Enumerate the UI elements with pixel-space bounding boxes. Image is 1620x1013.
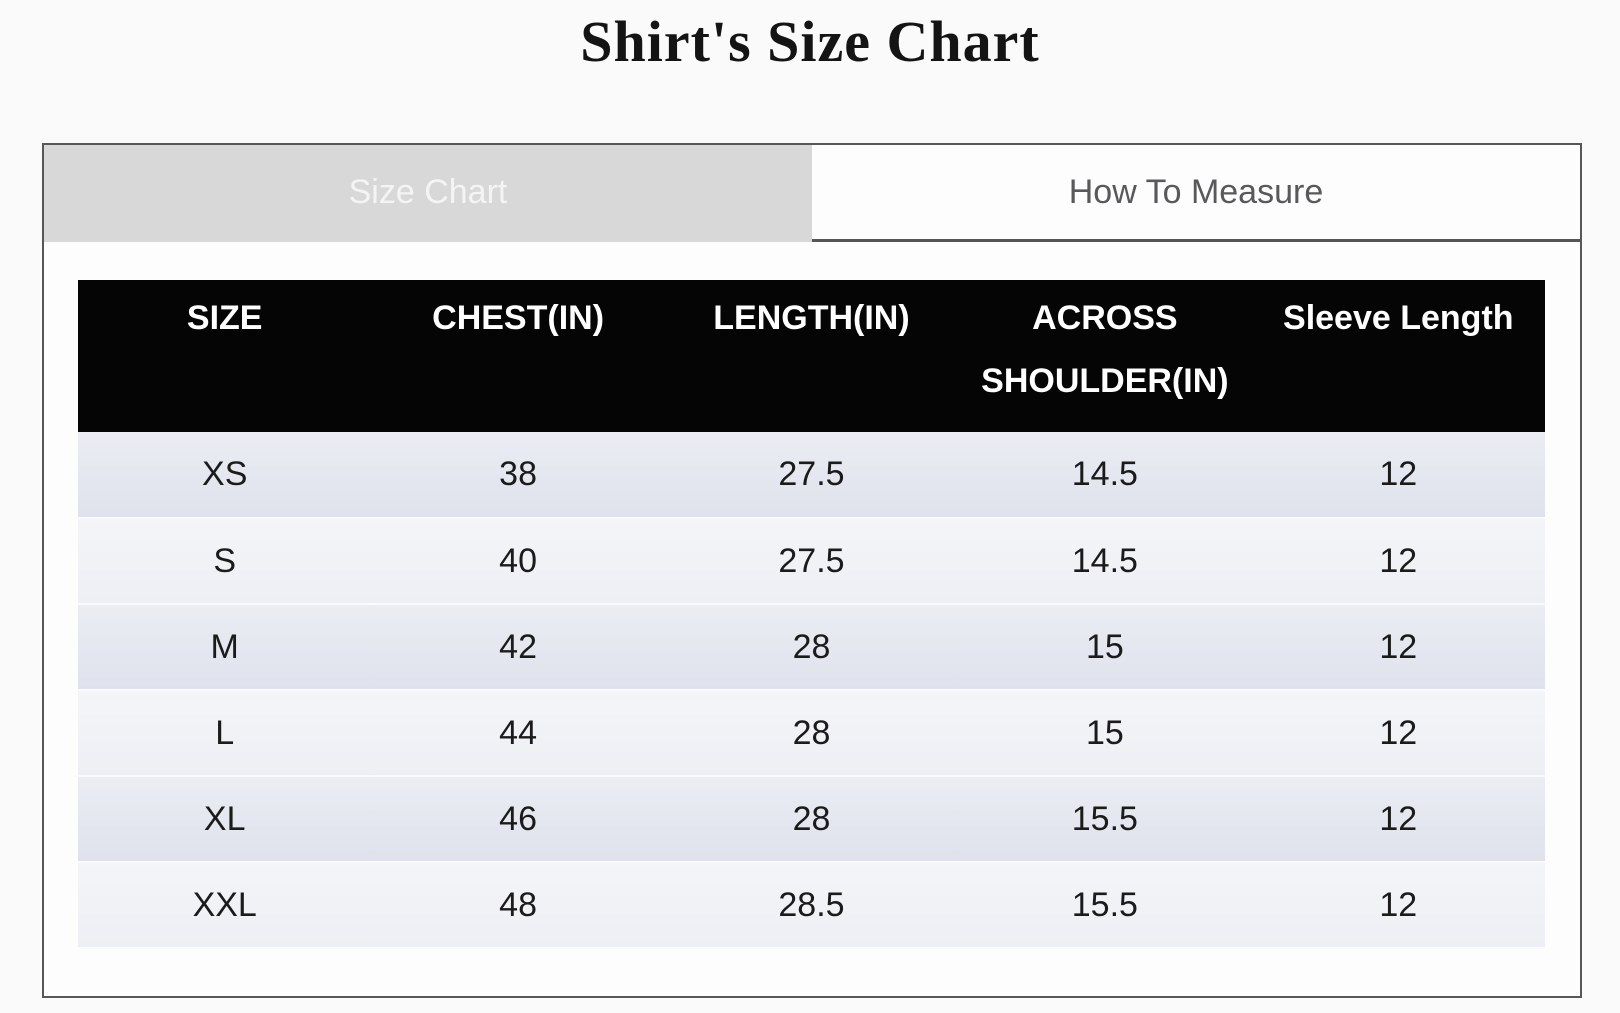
value-cell: 12 <box>1251 862 1545 949</box>
table-row: L 44 28 15 12 <box>78 690 1545 777</box>
value-cell: 28 <box>664 776 959 863</box>
value-cell: 46 <box>371 776 665 863</box>
value-cell: 12 <box>1251 432 1545 519</box>
tab-how-to-measure[interactable]: How To Measure <box>812 145 1580 242</box>
value-cell: 14.5 <box>958 518 1252 605</box>
value-cell: 15 <box>958 604 1252 691</box>
size-table-body: XS 38 27.5 14.5 12 S 40 27.5 14.5 12 M 42 28 15 12 L 44 2… <box>78 432 1545 949</box>
value-cell: 12 <box>1251 690 1545 777</box>
value-cell: 40 <box>371 518 665 605</box>
size-cell: XL <box>78 776 372 863</box>
value-cell: 38 <box>371 432 665 519</box>
value-cell: 12 <box>1251 776 1545 863</box>
tab-bar: Size Chart How To Measure <box>44 145 1580 242</box>
value-cell: 28 <box>664 604 959 691</box>
size-cell: M <box>78 604 372 691</box>
value-cell: 27.5 <box>664 518 959 605</box>
column-header: SIZE <box>78 280 372 432</box>
value-cell: 12 <box>1251 518 1545 605</box>
column-header: CHEST(IN) <box>371 280 665 432</box>
value-cell: 15.5 <box>958 776 1252 863</box>
value-cell: 44 <box>371 690 665 777</box>
size-table-header: SIZE CHEST(IN) LENGTH(IN) ACROSS SHOULDER(I… <box>78 280 1545 432</box>
column-header: ACROSS SHOULDER(IN) <box>958 280 1252 432</box>
column-header: LENGTH(IN) <box>664 280 959 432</box>
column-header: Sleeve Length <box>1251 280 1545 432</box>
size-cell: XS <box>78 432 372 519</box>
size-cell: XXL <box>78 862 372 949</box>
size-cell: S <box>78 518 372 605</box>
value-cell: 27.5 <box>664 432 959 519</box>
size-cell: L <box>78 690 372 777</box>
value-cell: 28.5 <box>664 862 959 949</box>
value-cell: 15.5 <box>958 862 1252 949</box>
table-row: XL 46 28 15.5 12 <box>78 776 1545 863</box>
tab-size-chart[interactable]: Size Chart <box>44 145 812 242</box>
header-row: SIZE CHEST(IN) LENGTH(IN) ACROSS SHOULDER(I… <box>78 280 1545 432</box>
value-cell: 15 <box>958 690 1252 777</box>
size-table: SIZE CHEST(IN) LENGTH(IN) ACROSS SHOULDER(I… <box>78 280 1545 949</box>
page-title: Shirt's Size Chart <box>580 9 1040 74</box>
table-row: M 42 28 15 12 <box>78 604 1545 691</box>
value-cell: 42 <box>371 604 665 691</box>
size-chart-panel: Size Chart How To Measure SIZE CHEST(IN) L… <box>42 143 1582 998</box>
table-row: XS 38 27.5 14.5 12 <box>78 432 1545 519</box>
value-cell: 48 <box>371 862 665 949</box>
table-row: XXL 48 28.5 15.5 12 <box>78 862 1545 949</box>
value-cell: 12 <box>1251 604 1545 691</box>
value-cell: 14.5 <box>958 432 1252 519</box>
table-row: S 40 27.5 14.5 12 <box>78 518 1545 605</box>
tab-content: SIZE CHEST(IN) LENGTH(IN) ACROSS SHOULDER(I… <box>44 242 1580 949</box>
value-cell: 28 <box>664 690 959 777</box>
